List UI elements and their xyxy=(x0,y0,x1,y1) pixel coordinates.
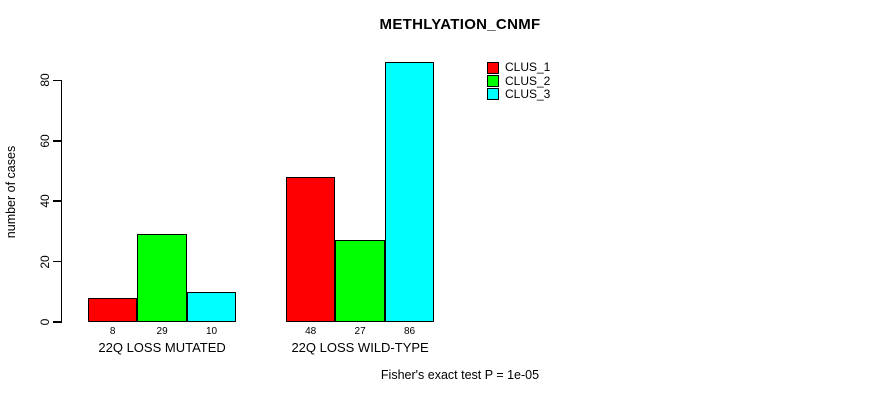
bar-clus_1-group2 xyxy=(286,177,336,322)
bar-clus_2-group1 xyxy=(137,234,187,322)
y-tick xyxy=(53,79,61,82)
y-tick-label: 0 xyxy=(38,318,52,326)
y-axis-line xyxy=(60,80,62,324)
bar-clus_3-group1 xyxy=(186,291,237,322)
bar-value-label: 86 xyxy=(403,326,416,337)
bar-value-label: 8 xyxy=(109,326,116,337)
legend-swatch xyxy=(487,75,499,88)
bar-value-label: 27 xyxy=(354,326,366,337)
y-tick-label: 60 xyxy=(38,134,52,148)
y-tick xyxy=(53,321,61,323)
bar-value-label: 29 xyxy=(156,326,168,337)
bar-value-label: 10 xyxy=(205,326,218,337)
legend-label: CLUS_3 xyxy=(505,86,551,101)
category-label: 22Q LOSS MUTATED xyxy=(98,340,226,355)
legend-item: CLUS_1 xyxy=(487,61,550,74)
bar-value-label: 48 xyxy=(305,326,317,337)
bar-clus_2-group2 xyxy=(335,240,385,322)
bar-clus_1-group1 xyxy=(88,297,138,322)
legend-swatch xyxy=(487,61,499,74)
legend-label: CLUS_2 xyxy=(505,73,551,88)
y-tick-label: 80 xyxy=(38,73,52,88)
category-label: 22Q LOSS WILD-TYPE xyxy=(291,340,429,355)
stat-annotation: Fisher's exact test P = 1e-05 xyxy=(380,368,540,382)
legend-item: CLUS_2 xyxy=(487,73,551,88)
legend-item: CLUS_3 xyxy=(487,86,551,101)
legend-label: CLUS_1 xyxy=(505,60,551,75)
legend-swatch xyxy=(487,88,499,101)
y-tick-label: 20 xyxy=(38,254,52,269)
y-tick xyxy=(53,260,61,263)
y-tick xyxy=(53,200,61,202)
y-tick xyxy=(53,140,61,142)
legend: CLUS_1 CLUS_2 CLUS_3 xyxy=(487,61,550,101)
y-tick-label: 40 xyxy=(38,194,52,208)
chart-title: METHLYATION_CNMF xyxy=(379,16,541,33)
bar-clus_3-group2 xyxy=(384,62,435,322)
